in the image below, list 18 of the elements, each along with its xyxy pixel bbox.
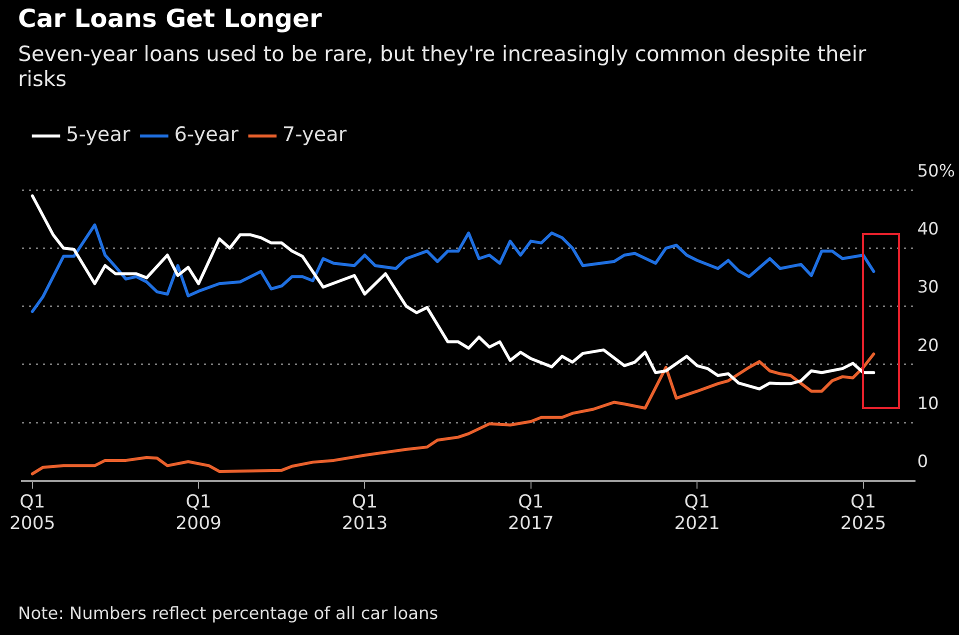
x-tick-label: Q1 2017	[508, 491, 554, 534]
y-tick-label: 10	[917, 394, 939, 414]
chart-title: Car Loans Get Longer	[18, 4, 322, 33]
y-tick-label: 40	[917, 220, 939, 240]
legend-label: 5-year	[66, 122, 131, 146]
legend-label: 6-year	[174, 122, 240, 146]
x-tick-label: Q1 2005	[9, 491, 56, 534]
legend-label: 7-year	[282, 122, 348, 146]
x-tick-label: Q1 2009	[176, 491, 222, 534]
x-tick-label: Q1 2013	[342, 491, 388, 534]
y-tick-label: 0	[917, 452, 928, 472]
chart-subtitle: Seven-year loans used to be rare, but they're increasingly common despite their risks	[18, 42, 868, 92]
x-tick-label: Q1 2025	[840, 491, 886, 534]
y-tick-label: 30	[917, 278, 939, 298]
y-tick-label: 50%	[917, 161, 956, 182]
y-tick-label: 20	[917, 336, 939, 356]
text: Note: Numbers reflect percentage of all car loans	[18, 604, 438, 624]
x-tick-label: Q1 2021	[674, 491, 720, 534]
